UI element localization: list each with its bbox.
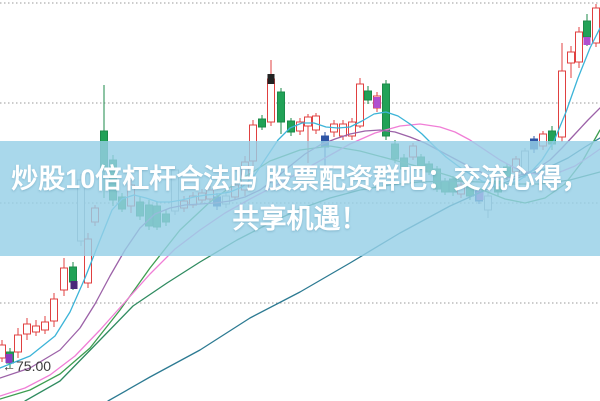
candle-body-up xyxy=(50,298,58,322)
signal-marker xyxy=(70,281,78,289)
candle-body-down xyxy=(364,90,372,101)
promo-banner-line2: 共享机遇！ xyxy=(232,203,368,234)
candle-body-up xyxy=(41,321,49,331)
signal-marker xyxy=(373,97,381,108)
candle-body-up xyxy=(575,31,583,63)
candle-body-up xyxy=(0,344,6,359)
candle-body-up xyxy=(23,323,31,335)
promo-banner: 炒股10倍杠杆合法吗 股票配资群吧：交流心得， 共享机遇！ xyxy=(0,141,600,256)
candle-body-up xyxy=(356,83,364,127)
candle-body-up xyxy=(32,325,40,333)
promo-banner-line1: 炒股10倍杠杆合法吗 股票配资群吧：交流心得， xyxy=(11,163,589,194)
candle-body-up xyxy=(267,78,275,123)
candle-body-down xyxy=(583,20,591,38)
candle-body-up xyxy=(339,123,347,137)
candle-body-up xyxy=(296,121,304,132)
signal-marker xyxy=(267,74,275,84)
candle-body-down xyxy=(69,266,77,283)
candle-body-up xyxy=(567,51,575,64)
candle-body-up xyxy=(304,116,312,127)
signal-marker xyxy=(5,354,13,363)
signal-marker xyxy=(583,37,591,45)
candle-body-up xyxy=(592,7,600,44)
candle-body-down xyxy=(258,118,266,128)
candle-body-down xyxy=(382,83,390,137)
candle-body-down xyxy=(277,91,285,123)
candle-body-up xyxy=(348,121,356,137)
candle-body-up xyxy=(558,70,566,138)
candle-body-up xyxy=(60,267,68,291)
price-reference-label: ←75.00 xyxy=(2,358,52,374)
candle-body-up xyxy=(14,334,22,353)
